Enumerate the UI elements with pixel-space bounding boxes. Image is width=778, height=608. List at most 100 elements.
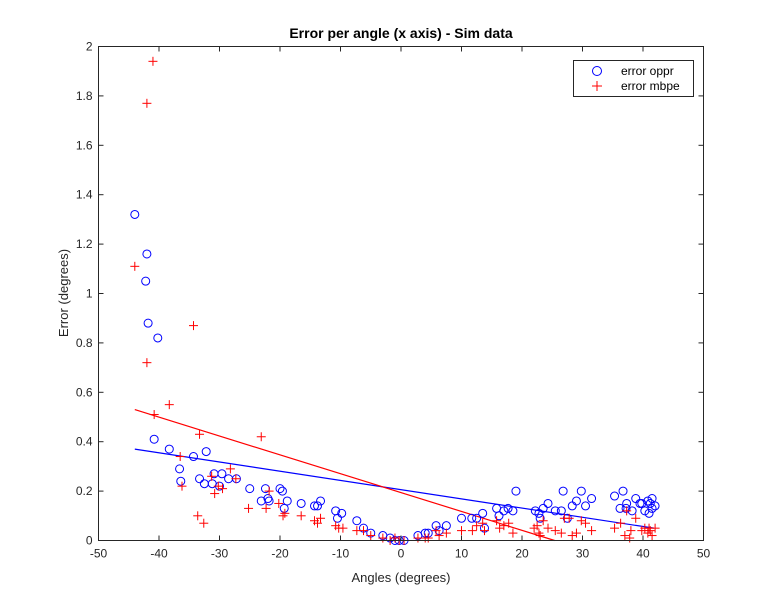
point-oppr	[538, 503, 548, 513]
point-oppr	[610, 491, 620, 501]
x-tick-label: -50	[90, 547, 108, 561]
point-mbpe	[256, 432, 266, 442]
axis-ticks: -50 -40 -30 -20 -10 0 10 20 30 40 50 0 0.2 0.4 0.6 0.8 1…	[76, 40, 711, 561]
point-oppr	[621, 503, 631, 513]
point-mbpe	[177, 481, 187, 491]
point-oppr	[558, 486, 568, 496]
point-mbpe	[616, 518, 626, 528]
point-mbpe	[645, 526, 655, 536]
point-oppr	[188, 452, 198, 462]
x-tick-label: 0	[398, 547, 405, 561]
x-tick-label: -10	[332, 547, 350, 561]
plot-area	[98, 46, 704, 541]
y-tick-label: 1.2	[76, 237, 93, 251]
point-oppr	[503, 503, 513, 513]
point-oppr	[581, 501, 591, 511]
point-mbpe	[556, 528, 566, 538]
point-oppr	[535, 513, 545, 523]
point-mbpe	[479, 526, 489, 536]
point-mbpe	[644, 523, 654, 533]
point-mbpe	[175, 452, 185, 462]
point-mbpe	[142, 358, 152, 368]
x-tick-label: -20	[271, 547, 289, 561]
point-oppr	[511, 486, 521, 496]
point-oppr	[478, 508, 488, 518]
point-mbpe	[472, 521, 482, 531]
point-mbpe	[564, 513, 574, 523]
point-mbpe	[532, 521, 542, 531]
point-oppr	[337, 508, 347, 518]
point-oppr	[647, 494, 657, 504]
point-oppr	[149, 434, 159, 444]
data-points	[130, 56, 660, 545]
point-mbpe	[193, 511, 203, 521]
point-mbpe	[467, 526, 477, 536]
point-oppr	[576, 486, 586, 496]
x-tick-label: -30	[211, 547, 229, 561]
x-tick-label: 10	[455, 547, 469, 561]
point-mbpe	[550, 526, 560, 536]
legend-label-oppr: error oppr	[621, 64, 674, 78]
point-mbpe	[647, 531, 657, 541]
point-mbpe	[142, 98, 152, 108]
point-oppr	[142, 249, 152, 259]
point-oppr	[508, 506, 518, 516]
point-mbpe	[278, 511, 288, 521]
point-oppr	[141, 276, 151, 286]
point-mbpe	[261, 503, 271, 513]
point-mbpe	[338, 523, 348, 533]
point-oppr	[457, 513, 466, 523]
point-oppr	[571, 496, 581, 506]
point-oppr	[587, 494, 597, 504]
point-oppr	[316, 496, 326, 506]
point-oppr	[279, 503, 289, 513]
point-mbpe	[534, 528, 544, 538]
point-oppr	[264, 496, 274, 506]
legend-marker-mbpe	[592, 81, 602, 91]
point-oppr	[175, 464, 185, 474]
point-mbpe	[280, 508, 290, 518]
point-mbpe	[478, 518, 488, 528]
point-mbpe	[495, 523, 505, 533]
point-mbpe	[225, 464, 235, 474]
x-tick-label: -40	[150, 547, 168, 561]
point-mbpe	[423, 533, 433, 543]
point-oppr	[618, 486, 628, 496]
point-mbpe	[504, 518, 514, 528]
point-oppr	[494, 511, 504, 521]
point-oppr	[313, 501, 323, 511]
point-oppr	[543, 498, 553, 508]
point-oppr	[644, 508, 654, 518]
point-mbpe	[626, 526, 636, 536]
point-mbpe	[535, 531, 545, 541]
y-tick-label: 0.6	[76, 385, 93, 399]
point-mbpe	[164, 400, 174, 410]
point-mbpe	[149, 410, 159, 420]
point-oppr	[650, 501, 660, 511]
point-oppr	[277, 486, 287, 496]
point-oppr	[635, 498, 645, 508]
x-tick-label: 20	[515, 547, 529, 561]
y-tick-label: 0.4	[76, 435, 93, 449]
point-oppr	[217, 469, 227, 479]
point-oppr	[195, 474, 205, 484]
point-oppr	[643, 496, 653, 506]
point-mbpe	[581, 518, 591, 528]
point-mbpe	[199, 518, 209, 528]
chart-title: Error per angle (x axis) - Sim data	[289, 25, 513, 41]
point-oppr	[647, 503, 657, 513]
point-mbpe	[434, 531, 444, 541]
point-mbpe	[210, 489, 220, 499]
point-mbpe	[264, 486, 274, 496]
y-axis-label: Error (degrees)	[56, 249, 71, 337]
point-mbpe	[313, 518, 323, 528]
point-mbpe	[625, 533, 635, 543]
point-mbpe	[274, 498, 284, 508]
legend-label-mbpe: error mbpe	[621, 79, 680, 93]
point-mbpe	[390, 533, 400, 543]
point-oppr	[164, 444, 174, 454]
point-mbpe	[378, 533, 388, 543]
point-mbpe	[643, 528, 653, 538]
point-oppr	[153, 333, 163, 343]
